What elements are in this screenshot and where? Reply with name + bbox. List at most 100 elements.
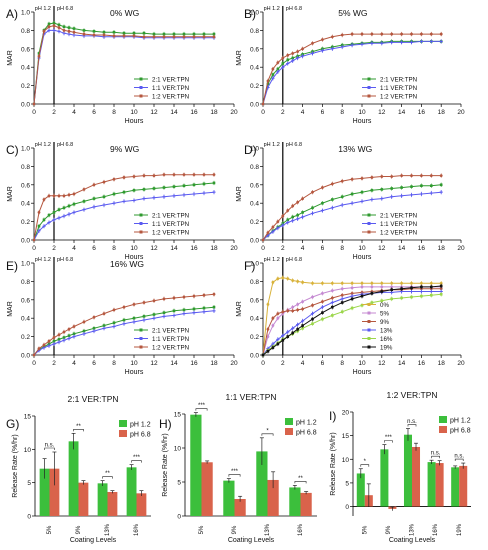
x-axis-label: Coating Levels	[228, 537, 275, 544]
y-tick-label: 0.2	[21, 83, 30, 90]
data-point	[52, 24, 56, 28]
data-point	[67, 212, 71, 216]
x-tick-label: 8	[340, 360, 344, 367]
significance-label: *	[266, 428, 269, 434]
data-point	[212, 181, 216, 185]
significance-bracket	[431, 455, 440, 459]
x-tick-label: 4	[72, 245, 76, 252]
data-point	[360, 294, 364, 298]
data-point	[72, 202, 76, 206]
y-tick-label: 10	[24, 447, 32, 454]
data-point	[172, 185, 176, 188]
data-point	[296, 280, 300, 283]
x-tick-label: 2	[52, 245, 56, 252]
ph-label-left: pH 1.2	[35, 142, 51, 148]
data-point	[92, 33, 96, 37]
ph-label-left: pH 1.2	[264, 257, 280, 263]
data-point	[152, 299, 156, 303]
data-point	[330, 289, 334, 292]
data-point	[429, 281, 433, 285]
data-point	[182, 35, 186, 39]
data-point	[390, 288, 393, 291]
x-axis-label: Hours	[125, 369, 144, 376]
data-point	[311, 303, 314, 307]
data-point	[172, 194, 176, 198]
bar	[97, 483, 108, 516]
data-point	[122, 190, 126, 194]
data-point	[420, 281, 423, 285]
data-point	[67, 334, 71, 337]
line-panel-d: 0.0 0.2 0.4 0.6 0.8 1.0 0 2 4 6 8 10 12 14 16 18 20 Hours…	[236, 142, 465, 261]
legend-marker	[367, 77, 371, 81]
data-point	[291, 52, 295, 55]
data-point	[62, 29, 66, 32]
legend-marker	[367, 320, 371, 323]
x-tick-label: 6	[92, 360, 96, 367]
bar	[136, 493, 147, 516]
legend-marker	[139, 77, 143, 81]
data-point	[102, 324, 106, 327]
x-tick-label: 19%	[457, 523, 463, 536]
data-point	[132, 320, 136, 324]
panel-letter: A)	[6, 7, 18, 21]
data-point	[266, 335, 270, 338]
y-tick-label: 0.0	[21, 353, 30, 360]
x-tick-label: 20	[457, 109, 465, 116]
x-tick-label: 13%	[410, 523, 416, 536]
data-point	[62, 25, 66, 29]
data-point	[67, 327, 71, 331]
line-panel-f: 0.0 0.2 0.4 0.6 0.8 1.0 0 2 4 6 8 10 12 14 16 18 20 Hours…	[236, 257, 465, 376]
y-tick-label: 0.8	[21, 28, 30, 35]
data-point	[122, 322, 126, 326]
data-point	[400, 281, 403, 285]
y-tick-label: 0.6	[21, 297, 30, 304]
data-point	[271, 230, 275, 234]
panel-title: 2:1 VER:TPN	[67, 394, 118, 404]
panel-title: 13% WG	[338, 144, 372, 154]
data-point	[202, 293, 206, 297]
data-point	[132, 175, 136, 178]
x-tick-label: 20	[230, 360, 238, 367]
data-point	[57, 29, 61, 33]
significance-label: n.s.	[454, 454, 464, 460]
data-point	[281, 310, 285, 314]
data-point	[439, 32, 443, 36]
data-point	[62, 194, 66, 198]
data-point	[380, 290, 384, 293]
data-point	[72, 325, 76, 328]
data-point	[202, 173, 206, 177]
data-point	[340, 203, 344, 207]
y-tick-label: 1.0	[21, 261, 30, 268]
ph-label-left: pH 1.2	[35, 6, 51, 12]
data-point	[380, 188, 384, 191]
data-point	[291, 219, 295, 223]
significance-label: **	[105, 471, 110, 477]
significance-label: n.s.	[407, 419, 417, 425]
data-point	[380, 32, 384, 36]
line-panel-a: 0.0 0.2 0.4 0.6 0.8 1.0 0 2 4 6 8 10 12 14 16 18 20 Hours…	[7, 6, 238, 125]
data-point	[276, 312, 280, 315]
bar	[380, 449, 389, 507]
data-point	[281, 223, 285, 227]
data-point	[32, 238, 36, 242]
data-point	[430, 293, 433, 297]
x-tick-label: 0	[261, 245, 265, 252]
data-point	[310, 211, 315, 215]
data-point	[429, 174, 433, 178]
significance-label: ***	[385, 435, 393, 441]
x-axis-label: Hours	[125, 118, 144, 125]
data-point	[67, 336, 71, 341]
legend-marker	[367, 303, 371, 306]
y-axis-label: MAR	[7, 301, 14, 317]
y-tick-label: 0.0	[21, 102, 30, 109]
data-point	[202, 191, 206, 195]
data-point	[276, 70, 280, 74]
data-point	[350, 306, 354, 310]
significance-bracket	[454, 458, 464, 462]
panel-title: 1:1 VER:TPN	[225, 392, 276, 402]
data-point	[47, 339, 51, 343]
line-panel-c: 0.0 0.2 0.4 0.6 0.8 1.0 0 2 4 6 8 10 12 14 16 18 20 Hours…	[7, 142, 238, 261]
legend-marker	[367, 94, 371, 98]
data-point	[82, 332, 86, 336]
panel-title: 5% WG	[338, 8, 367, 18]
